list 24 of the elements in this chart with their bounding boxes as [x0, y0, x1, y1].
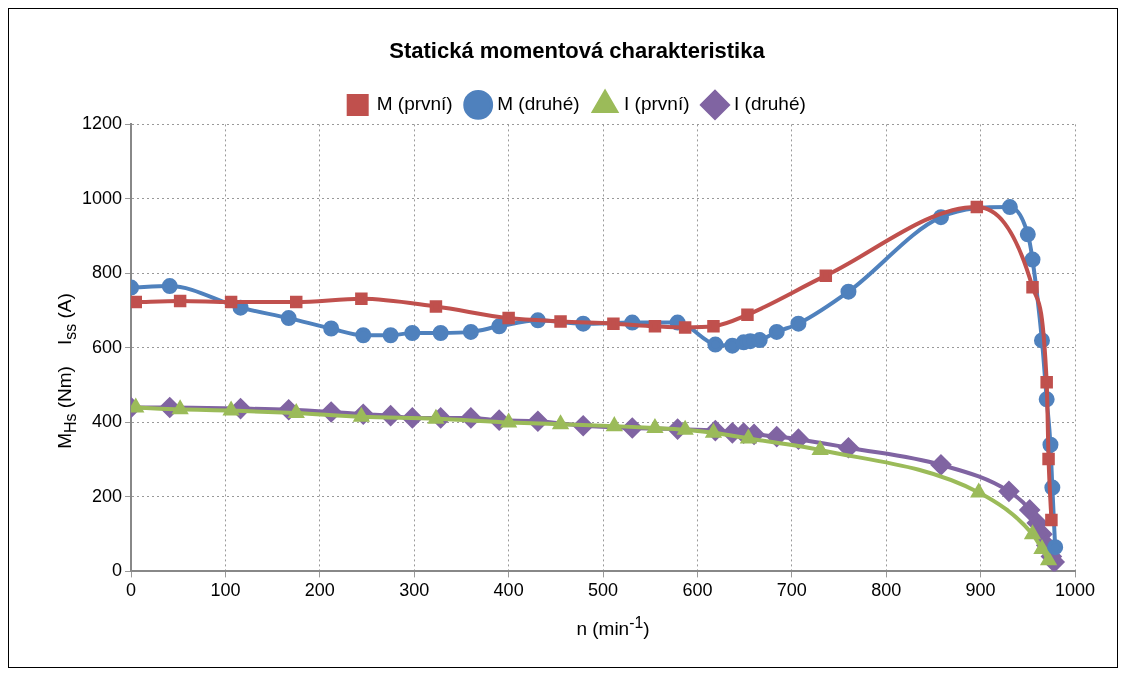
x-tick-label: 200 — [304, 580, 335, 601]
x-tick-label: 400 — [493, 580, 524, 601]
y-tick-label: 200 — [92, 485, 123, 506]
y-tick-label: 400 — [92, 411, 123, 432]
x-tick-label: 500 — [588, 580, 619, 601]
y-tick-label: 0 — [112, 560, 123, 581]
x-tick-label: 600 — [682, 580, 713, 601]
y-tick-label: 600 — [92, 336, 123, 357]
x-tick-label: 1000 — [1054, 580, 1096, 601]
legend-label: I (první) — [624, 93, 690, 115]
x-axis-title: n (min$^{-1}$) — [575, 614, 651, 641]
legend-label: M (druhé) — [497, 93, 580, 115]
x-tick-label: 700 — [776, 580, 807, 601]
x-tick-label: 800 — [871, 580, 902, 601]
legend-label: I (druhé) — [734, 93, 806, 115]
x-tick-label: 0 — [126, 580, 137, 601]
y-tick-label: 1200 — [82, 113, 123, 134]
legend-label: M (první) — [376, 93, 453, 115]
y-tick-label: 1000 — [82, 187, 123, 208]
x-tick-label: 300 — [399, 580, 430, 601]
x-tick-label: 900 — [965, 580, 996, 601]
x-tick-label: 100 — [210, 580, 241, 601]
y-tick-label: 800 — [92, 262, 123, 283]
chart-title: Statická momentová charakteristika — [389, 38, 766, 64]
